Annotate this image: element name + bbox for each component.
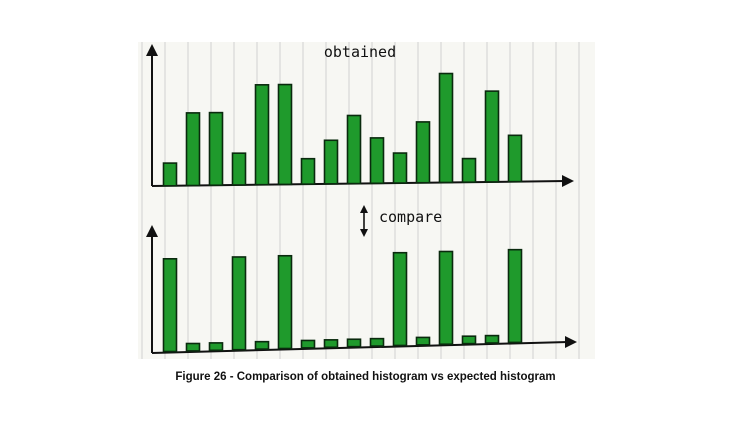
obtained-bar — [185, 112, 201, 187]
bottom-y-axis-arrowhead — [146, 225, 158, 237]
expected-bar — [162, 257, 178, 353]
expected-bar — [208, 342, 224, 352]
obtained-bar — [162, 162, 178, 187]
obtained-bar — [507, 134, 523, 183]
obtained-histogram: obtained — [146, 43, 574, 187]
paper-sheet — [138, 42, 595, 359]
expected-bar — [484, 334, 500, 344]
obtained-bar — [415, 121, 431, 184]
expected-bar — [346, 338, 362, 348]
bottom-x-axis — [151, 341, 569, 354]
top-chart-title: obtained — [324, 43, 396, 61]
expected-bar — [415, 336, 431, 346]
top-bar-group — [162, 72, 523, 187]
obtained-bar — [300, 157, 316, 185]
obtained-bar — [323, 139, 339, 185]
expected-histogram — [146, 225, 577, 354]
expected-bar — [461, 335, 477, 345]
expected-bar — [231, 256, 247, 351]
expected-bar — [185, 342, 201, 352]
top-y-axis-arrowhead — [146, 44, 158, 56]
expected-bar — [438, 250, 454, 346]
expected-bar — [392, 251, 408, 347]
compare-annotation: compare — [360, 205, 442, 237]
obtained-bar — [254, 84, 270, 186]
expected-bar — [254, 340, 270, 350]
obtained-bar — [231, 152, 247, 186]
compare-arrow-up-head — [360, 205, 368, 213]
expected-bar — [277, 254, 293, 350]
figure-caption: Figure 26 - Comparison of obtained histo… — [175, 371, 556, 383]
bottom-x-axis-arrowhead — [565, 336, 577, 348]
expected-bar — [300, 339, 316, 349]
expected-bar — [323, 339, 339, 349]
obtained-bar — [346, 114, 362, 185]
expected-bar — [507, 248, 523, 344]
obtained-bar — [392, 152, 408, 184]
compare-label: compare — [379, 208, 442, 226]
obtained-bar — [484, 90, 500, 183]
obtained-bar — [208, 111, 224, 187]
obtained-bar — [438, 72, 454, 184]
obtained-bar — [369, 137, 385, 185]
obtained-bar — [461, 157, 477, 183]
compare-arrow-down-head — [360, 229, 368, 237]
top-x-axis-arrowhead — [562, 175, 574, 187]
obtained-bar — [277, 83, 293, 186]
expected-bar — [369, 337, 385, 347]
bottom-bar-group — [162, 248, 523, 353]
